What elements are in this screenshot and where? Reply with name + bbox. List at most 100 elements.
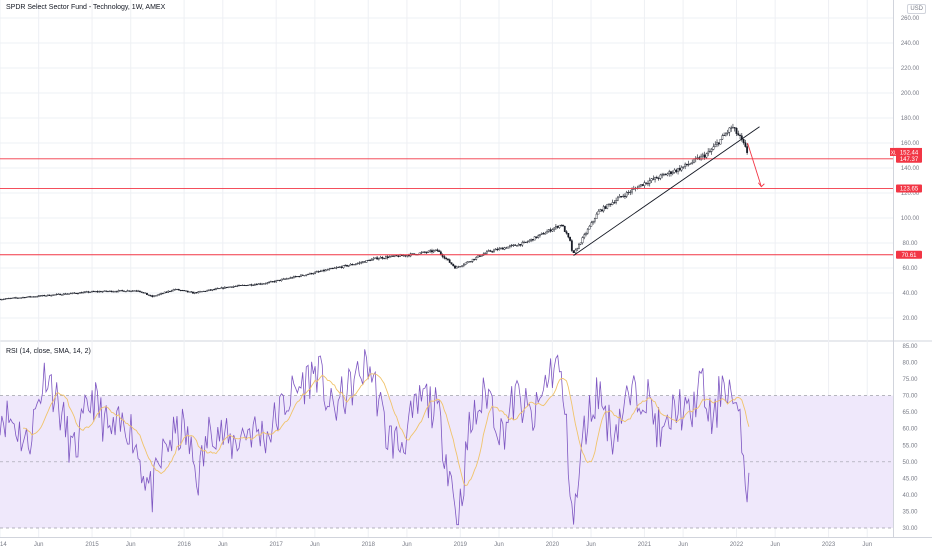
candle-body	[87, 291, 90, 293]
candle-body	[728, 127, 731, 133]
candle-body	[565, 231, 568, 234]
candle-body	[115, 291, 118, 293]
rsi-tick-label: 75.00	[902, 377, 918, 383]
candle-body	[314, 271, 317, 274]
candle-body	[655, 177, 658, 179]
candle-body	[358, 262, 361, 264]
candle-body	[663, 174, 665, 176]
candle-body	[521, 242, 524, 246]
candle-body	[232, 286, 235, 288]
candle-body	[547, 229, 550, 232]
candle-body	[250, 284, 253, 286]
candle-body	[691, 162, 694, 164]
candle-body	[512, 244, 515, 246]
candle-body	[556, 226, 559, 228]
candle-body	[351, 264, 354, 266]
candle-body	[668, 171, 671, 174]
candle-body	[2, 298, 5, 300]
candle-body	[452, 263, 455, 267]
candle-body	[100, 291, 102, 293]
candle-body	[223, 286, 226, 289]
candle-body	[535, 236, 538, 239]
candle-body	[11, 297, 14, 299]
candle-body	[71, 292, 74, 294]
candle-body	[558, 225, 561, 228]
candle-body	[326, 269, 329, 271]
candle-body	[107, 291, 109, 293]
candle-body	[542, 233, 545, 235]
candle-body	[647, 183, 649, 185]
candle-body	[75, 292, 78, 294]
candle-body	[80, 292, 83, 294]
candle-body	[16, 297, 19, 299]
candle-body	[342, 265, 345, 268]
candle-body	[204, 290, 207, 292]
price-tick-label: 220.00	[901, 66, 920, 72]
candle-body	[677, 167, 679, 172]
candle-body	[177, 288, 180, 291]
candle-body	[724, 133, 727, 136]
candle-body	[76, 293, 79, 295]
candle-body	[432, 250, 435, 253]
candle-body	[562, 224, 564, 227]
candle-body	[55, 293, 58, 295]
candle-body	[390, 255, 393, 257]
candle-body	[331, 268, 334, 270]
candle-body	[464, 262, 467, 265]
candle-body	[7, 298, 10, 300]
candle-body	[689, 163, 692, 165]
candle-body	[654, 177, 656, 180]
x-tick-label: 2019	[454, 542, 468, 548]
candle-body	[25, 296, 28, 298]
candle-body	[489, 250, 492, 252]
candle-body	[608, 203, 610, 205]
candle-body	[434, 249, 437, 251]
candle-body	[517, 244, 520, 247]
candle-body	[516, 245, 518, 247]
candle-body	[15, 297, 17, 299]
currency-badge[interactable]: USD	[907, 4, 926, 14]
price-level-tag	[896, 154, 922, 163]
candle-body	[43, 295, 46, 297]
symbol-label: XLK	[891, 150, 901, 156]
candle-body	[57, 293, 60, 295]
candle-body	[169, 290, 171, 292]
candle-body	[103, 290, 106, 292]
candle-body	[236, 285, 239, 287]
candle-body	[648, 180, 651, 184]
candle-body	[578, 244, 580, 249]
candle-body	[154, 295, 157, 297]
candle-body	[124, 291, 127, 293]
price-tick-label: 240.00	[901, 41, 920, 47]
candle-body	[730, 127, 733, 129]
price-tick-label: 40.00	[902, 291, 918, 297]
candles	[0, 123, 749, 301]
candle-body	[137, 290, 139, 292]
candle-body	[335, 267, 338, 269]
candle-body	[461, 265, 463, 267]
candle-body	[664, 174, 667, 176]
candle-body	[138, 290, 141, 292]
candle-body	[273, 281, 276, 283]
candle-body	[91, 291, 93, 293]
candle-body	[627, 192, 630, 194]
candle-body	[269, 281, 272, 283]
candle-body	[167, 290, 170, 293]
symbol-tag	[890, 147, 901, 156]
candle-body	[98, 291, 101, 293]
candle-body	[34, 296, 37, 298]
candle-body	[264, 283, 267, 285]
candle-body	[369, 259, 371, 261]
last-price-tag	[896, 147, 922, 156]
candle-body	[123, 290, 125, 292]
candle-body	[208, 289, 210, 291]
candle-body	[275, 280, 278, 283]
candle-body	[153, 295, 155, 297]
candle-body	[82, 292, 85, 294]
candle-body	[678, 167, 681, 171]
candle-body	[353, 264, 355, 266]
x-tick-label: 2018	[362, 542, 376, 548]
candle-body	[716, 142, 718, 145]
